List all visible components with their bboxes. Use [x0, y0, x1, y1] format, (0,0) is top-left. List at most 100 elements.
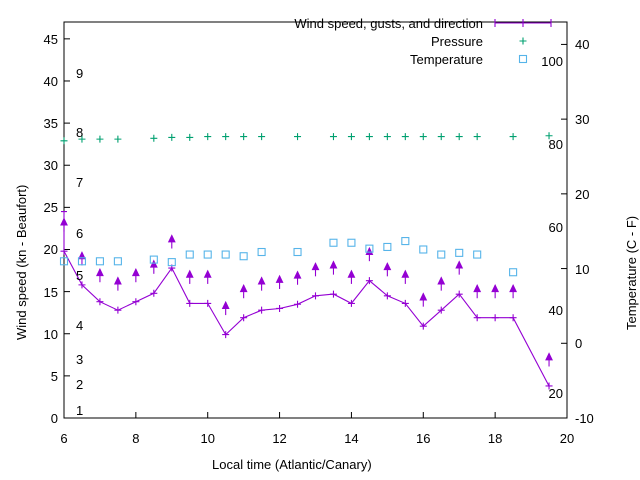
wind-speed-point — [186, 299, 194, 307]
pressure-point — [222, 133, 230, 141]
beaufort-label: 3 — [76, 352, 84, 368]
y-tick-label: 30 — [43, 158, 58, 174]
fahrenheit-label: 80 — [548, 136, 563, 152]
pressure-point — [545, 132, 553, 140]
pressure-point — [401, 133, 409, 141]
wind-speed-point — [132, 298, 140, 306]
pressure-point — [329, 133, 337, 141]
y-tick-label: 20 — [43, 242, 58, 258]
wind-direction-arrowhead — [203, 269, 212, 278]
pressure-point — [168, 133, 176, 141]
y2-tick-label: 0 — [575, 336, 583, 352]
wind-speed-point — [276, 304, 284, 312]
wind-speed-point — [473, 314, 481, 322]
temperature-point — [77, 257, 87, 266]
y2-tick-label: 20 — [575, 186, 590, 202]
temperature-point — [149, 255, 158, 264]
beaufort-label: 8 — [76, 124, 84, 140]
y-tick-label: 25 — [43, 200, 58, 216]
y-tick-label: 15 — [43, 284, 58, 300]
wind-speed-point — [96, 298, 104, 306]
legend-key-pressure — [519, 37, 527, 45]
pressure-point — [204, 133, 212, 141]
temperature-point — [203, 250, 212, 259]
fahrenheit-label: 40 — [548, 303, 563, 319]
beaufort-label: 6 — [76, 225, 84, 241]
wind-direction-arrowhead — [401, 269, 410, 278]
x-tick-label: 20 — [559, 431, 575, 446]
wind-speed-point — [437, 306, 445, 314]
temperature-point — [383, 242, 392, 252]
legend-label: Wind speed, gusts, and direction — [294, 16, 483, 31]
beaufort-label: 7 — [76, 175, 84, 191]
pressure-point — [473, 133, 481, 141]
pressure-point — [509, 133, 517, 141]
y-tick-label: 0 — [50, 411, 58, 426]
wind-speed-point — [240, 314, 248, 322]
beaufort-label: 2 — [76, 377, 84, 393]
pressure-point — [186, 133, 194, 141]
y-tick-label: 45 — [43, 31, 58, 47]
wind-direction-arrowhead — [455, 260, 464, 269]
wind-direction-arrowhead — [545, 352, 553, 361]
legend-key-temperature — [518, 54, 528, 64]
temperature-point — [239, 252, 248, 261]
wind-speed-point — [491, 314, 499, 322]
wind-speed-point — [114, 306, 122, 314]
temperature-point — [329, 238, 338, 247]
x-tick-label: 16 — [416, 431, 431, 446]
wind-direction-arrowhead — [221, 300, 230, 309]
wind-direction-arrowhead — [329, 260, 338, 269]
wind-direction-arrowhead — [96, 267, 104, 277]
pressure-point — [150, 134, 158, 142]
temperature-point — [437, 250, 446, 259]
temperature-point — [365, 244, 374, 253]
y-tick-label: 5 — [50, 368, 58, 384]
wind-direction-arrowhead — [185, 269, 194, 278]
temperature-point — [167, 258, 176, 267]
wind-speed-point — [419, 322, 427, 330]
wind-direction-arrowhead — [149, 259, 158, 268]
pressure-point — [455, 133, 463, 141]
temperature-point — [455, 248, 464, 257]
pressure-point — [78, 135, 86, 143]
wind-speed-point — [545, 382, 553, 390]
legend-key-wind — [494, 19, 552, 27]
wind-direction-arrowhead — [419, 292, 428, 301]
pressure-point — [114, 135, 122, 143]
wind-direction-arrowhead — [509, 283, 518, 293]
wind-speed-point — [347, 299, 355, 307]
temperature-point — [347, 238, 356, 247]
wind-direction-arrowhead — [113, 276, 122, 285]
temperature-point — [509, 268, 518, 277]
wind-direction-arrowhead — [311, 262, 320, 271]
wind-direction-arrowhead — [78, 251, 86, 260]
fahrenheit-label: 100 — [541, 53, 563, 69]
x-tick-label: 12 — [272, 431, 287, 446]
wind-speed-point — [329, 290, 337, 298]
x-tick-label: 6 — [60, 431, 68, 446]
legend-label: Temperature — [410, 52, 483, 67]
wind-speed-point — [78, 281, 86, 289]
y2-tick-label: 40 — [575, 37, 590, 53]
temperature-point — [113, 257, 122, 266]
wind-speed-point — [150, 289, 158, 297]
beaufort-label: 5 — [76, 267, 84, 283]
y-tick-label: 10 — [43, 326, 58, 342]
pressure-point — [294, 133, 302, 141]
wind-speed-point — [383, 292, 391, 300]
wind-speed-point — [258, 306, 266, 314]
wind-speed-point — [509, 314, 517, 322]
x-tick-label: 8 — [132, 431, 140, 446]
fahrenheit-label: 20 — [548, 386, 563, 402]
y2-tick-label: 10 — [575, 261, 590, 277]
pressure-point — [258, 133, 266, 141]
temperature-point — [293, 247, 302, 257]
y2-tick-label: 30 — [575, 112, 590, 128]
y-axis-title: Wind speed (kn - Beaufort) — [14, 184, 29, 340]
wind-direction-arrowhead — [275, 274, 284, 283]
pressure-point — [437, 133, 445, 141]
x-axis-title: Local time (Atlantic/Canary) — [212, 457, 372, 472]
pressure-point — [383, 133, 391, 141]
